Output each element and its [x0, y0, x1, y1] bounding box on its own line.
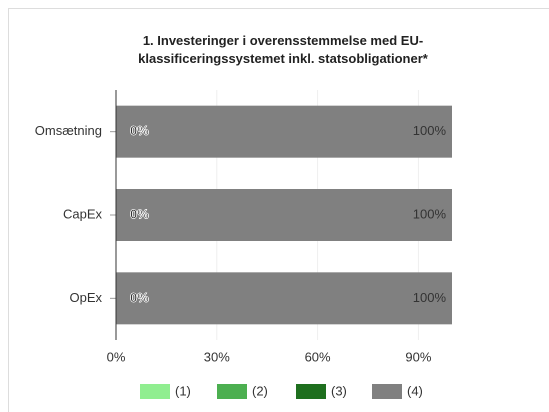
- legend-label: (2): [252, 383, 268, 398]
- value-label: 0%: [130, 290, 149, 305]
- x-tick-label: 30%: [204, 349, 230, 364]
- y-tick-label: OpEx: [69, 290, 102, 305]
- legend-swatch: [372, 384, 402, 399]
- value-label: 0%: [130, 123, 149, 138]
- value-label: 0%: [130, 290, 149, 305]
- x-tick-label: 90%: [405, 349, 431, 364]
- value-label: 100%: [413, 290, 447, 305]
- legend-swatch: [140, 384, 170, 399]
- bar-segment: [116, 189, 452, 241]
- y-tick-label: Omsætning: [35, 123, 102, 138]
- value-label: 100%: [413, 123, 447, 138]
- legend-swatch: [217, 384, 247, 399]
- x-tick-label: 60%: [305, 349, 331, 364]
- x-tick-label: 0%: [107, 349, 126, 364]
- chart-title: 1. Investeringer i overensstemmelse med …: [138, 33, 428, 66]
- frame: [8, 8, 549, 412]
- y-tick-label: CapEx: [63, 206, 103, 221]
- legend-swatch: [296, 384, 326, 399]
- value-label: 0%: [130, 206, 149, 221]
- value-label: 0%: [130, 206, 149, 221]
- legend-label: (1): [175, 383, 191, 398]
- value-label: 0%: [130, 123, 149, 138]
- value-label: 0%: [130, 123, 149, 138]
- legend-label: (3): [331, 383, 347, 398]
- legend-label: (4): [407, 383, 423, 398]
- value-label: 0%: [130, 290, 149, 305]
- bar-segment: [116, 272, 452, 325]
- value-label: 0%: [130, 206, 149, 221]
- bar-segment: [116, 105, 452, 158]
- value-label: 100%: [413, 206, 447, 221]
